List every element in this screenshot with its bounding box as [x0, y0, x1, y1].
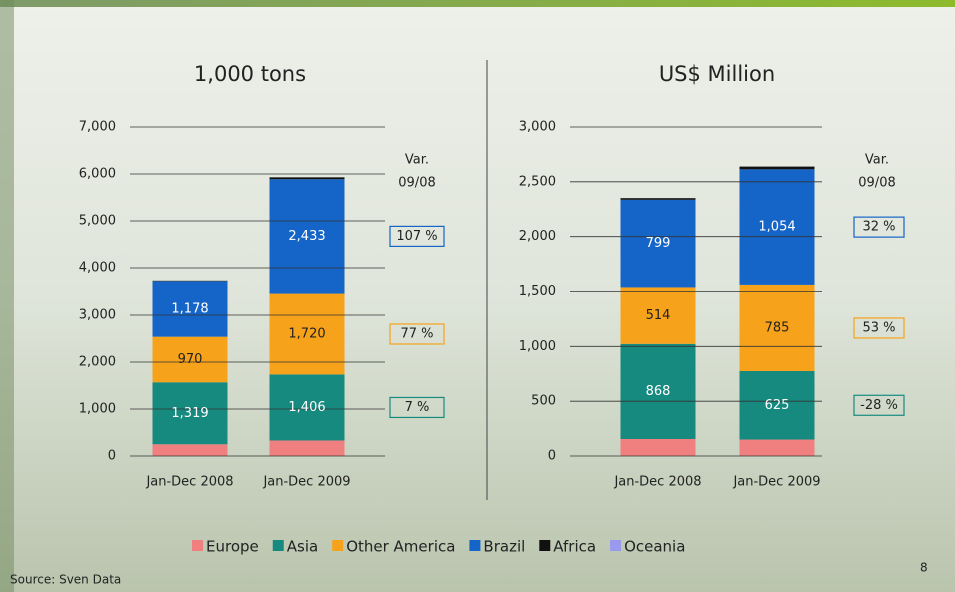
y-tick-label: 1,000: [519, 339, 556, 354]
legend-label: Other America: [346, 538, 455, 556]
variation-header: 09/08: [398, 176, 435, 191]
legend-swatch: [539, 540, 550, 551]
x-tick-label: Jan-Dec 2009: [732, 475, 820, 490]
legend-label: Africa: [553, 538, 596, 556]
y-tick-label: 4,000: [79, 261, 116, 276]
variation-label: 107 %: [396, 229, 437, 244]
y-tick-label: 1,000: [79, 402, 116, 417]
y-tick-label: 0: [548, 449, 556, 464]
value-label: 625: [765, 398, 790, 413]
value-label: 799: [646, 236, 671, 251]
bar-segment: [270, 440, 345, 456]
y-tick-label: 3,000: [519, 120, 556, 135]
legend-swatch: [273, 540, 284, 551]
y-tick-label: 0: [108, 449, 116, 464]
y-tick-label: 2,000: [519, 229, 556, 244]
legend-swatch: [332, 540, 343, 551]
variation-header: 09/08: [858, 176, 895, 191]
bar-segment: [740, 440, 815, 456]
legend-label: Brazil: [483, 538, 525, 556]
legend-swatch: [610, 540, 621, 551]
legend-label: Europe: [206, 538, 259, 556]
variation-label: 32 %: [862, 220, 895, 235]
y-tick-label: 2,500: [519, 174, 556, 189]
variation-label: 77 %: [400, 326, 433, 341]
value-label: 1,054: [758, 220, 795, 235]
variation-header: Var.: [405, 153, 429, 168]
legend-label: Asia: [287, 538, 318, 556]
variation-header: Var.: [865, 153, 889, 168]
variation-label: -28 %: [860, 398, 898, 413]
y-tick-label: 3,000: [79, 308, 116, 323]
value-label: 785: [765, 320, 790, 335]
legend-label: Oceania: [624, 538, 685, 556]
legend-swatch: [192, 540, 203, 551]
chart-title: US$ Million: [659, 62, 775, 86]
value-label: 2,433: [288, 229, 325, 244]
y-tick-label: 5,000: [79, 214, 116, 229]
top-bar: [0, 0, 955, 7]
value-label: 868: [646, 384, 671, 399]
value-label: 1,178: [171, 301, 208, 316]
value-label: 514: [646, 308, 671, 323]
page-number: 8: [920, 561, 928, 575]
x-tick-label: Jan-Dec 2008: [145, 475, 233, 490]
value-label: 1,406: [288, 400, 325, 415]
bar-segment: [621, 198, 696, 200]
bar-segment: [153, 444, 228, 456]
value-label: 970: [178, 352, 203, 367]
legend-swatch: [469, 540, 480, 551]
y-tick-label: 7,000: [79, 120, 116, 135]
bar-segment: [270, 177, 345, 179]
x-tick-label: Jan-Dec 2008: [613, 475, 701, 490]
variation-label: 53 %: [862, 320, 895, 335]
y-tick-label: 500: [531, 394, 556, 409]
y-tick-label: 6,000: [79, 167, 116, 182]
source: Source: Sven Data: [10, 573, 121, 587]
bar-segment: [740, 167, 815, 170]
y-tick-label: 2,000: [79, 355, 116, 370]
variation-label: 7 %: [405, 400, 430, 415]
slide: Source: Sven Data 8 1,000 tons Jan-Dec 20…: [0, 0, 955, 592]
value-label: 1,720: [288, 326, 325, 341]
left-edge: [0, 0, 14, 592]
bar-segment: [621, 439, 696, 456]
y-tick-label: 1,500: [519, 284, 556, 299]
value-label: 1,319: [171, 406, 208, 421]
chart-title: 1,000 tons: [194, 62, 306, 86]
x-tick-label: Jan-Dec 2009: [262, 475, 350, 490]
